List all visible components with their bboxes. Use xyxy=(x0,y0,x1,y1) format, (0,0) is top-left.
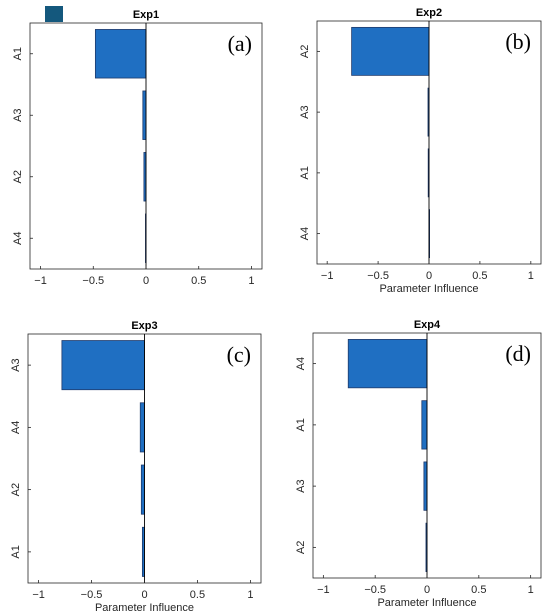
y-tick-label: A1 xyxy=(299,166,311,179)
x-tick-label: −0.5 xyxy=(364,584,386,596)
y-tick-label: A2 xyxy=(12,170,24,183)
y-tick-label: A4 xyxy=(295,357,307,370)
y-tick-label: A4 xyxy=(299,227,311,240)
chart-panels: A1 A3 A2 A4 −1 −0.5 0 0.5 1 Exp1 (a) A2 A3 A1 A4 −1 −0.5… xyxy=(10,7,542,614)
bar-a3 xyxy=(142,90,147,140)
bar-a3 xyxy=(423,461,428,511)
x-tick-label: −1 xyxy=(34,275,47,287)
x-tick-label: −0.5 xyxy=(82,275,104,287)
bar-a3 xyxy=(61,340,145,391)
x-tick-label: −1 xyxy=(317,584,330,596)
x-tick-label: −0.5 xyxy=(81,589,103,601)
bar-a1 xyxy=(421,400,428,450)
y-tick-label: A3 xyxy=(295,479,307,492)
chart-title: Exp3 xyxy=(131,320,157,332)
y-tick-label: A4 xyxy=(10,421,22,434)
x-tick-label: 0.5 xyxy=(471,584,486,596)
y-tick-label: A3 xyxy=(10,358,22,371)
x-tick-label: 1 xyxy=(528,584,534,596)
x-tick-label: 1 xyxy=(247,589,253,601)
x-tick-label: 0 xyxy=(426,270,432,282)
x-tick-label: 0.5 xyxy=(191,275,206,287)
x-tick-label: 0.5 xyxy=(472,270,487,282)
x-axis-label: Parameter Influence xyxy=(379,283,478,295)
y-tick-label: A1 xyxy=(10,545,22,558)
panel-label: (c) xyxy=(227,342,251,367)
bar-a2 xyxy=(140,464,145,515)
y-tick-label: A1 xyxy=(295,418,307,431)
bar-a4 xyxy=(139,402,145,453)
x-tick-label: 0.5 xyxy=(190,589,205,601)
y-tick-label: A3 xyxy=(299,105,311,118)
panel-label: (b) xyxy=(505,29,531,54)
panel-label: (a) xyxy=(228,31,252,56)
x-tick-label: −1 xyxy=(321,270,334,282)
chart-panel-3: A3 A4 A2 A1 −1 −0.5 0 0.5 1 Exp3 Parameter Influen… xyxy=(10,320,262,614)
y-tick-label: A3 xyxy=(12,109,24,122)
bar-a4 xyxy=(347,339,428,389)
chart-title: Exp2 xyxy=(416,7,442,19)
chart-panel-2: A2 A3 A1 A4 −1 −0.5 0 0.5 1 Exp2 Parameter Influen… xyxy=(299,7,542,295)
chart-panel-1: A1 A3 A2 A4 −1 −0.5 0 0.5 1 Exp1 (a) xyxy=(12,9,263,287)
x-tick-label: 1 xyxy=(528,270,534,282)
x-tick-label: −1 xyxy=(32,589,45,601)
y-tick-label: A2 xyxy=(295,541,307,554)
x-tick-label: 0 xyxy=(143,275,149,287)
bar-a2 xyxy=(351,26,430,76)
x-tick-label: 0 xyxy=(424,584,430,596)
x-tick-label: 1 xyxy=(248,275,254,287)
y-tick-label: A4 xyxy=(12,232,24,245)
chart-title: Exp1 xyxy=(133,9,159,21)
legend-color-patch xyxy=(45,6,63,22)
y-tick-label: A1 xyxy=(12,47,24,60)
x-axis-label: Parameter Influence xyxy=(377,597,476,609)
x-axis-label: Parameter Influence xyxy=(95,602,194,614)
x-tick-label: 0 xyxy=(141,589,147,601)
bar-a1 xyxy=(94,29,147,79)
y-tick-label: A2 xyxy=(10,483,22,496)
chart-title: Exp4 xyxy=(414,319,441,331)
y-tick-label: A2 xyxy=(299,45,311,58)
x-tick-label: −0.5 xyxy=(367,270,389,282)
chart-panel-4: A4 A1 A3 A2 −1 −0.5 0 0.5 1 Exp4 Parameter Influen… xyxy=(295,319,542,609)
panel-label: (d) xyxy=(505,341,531,366)
